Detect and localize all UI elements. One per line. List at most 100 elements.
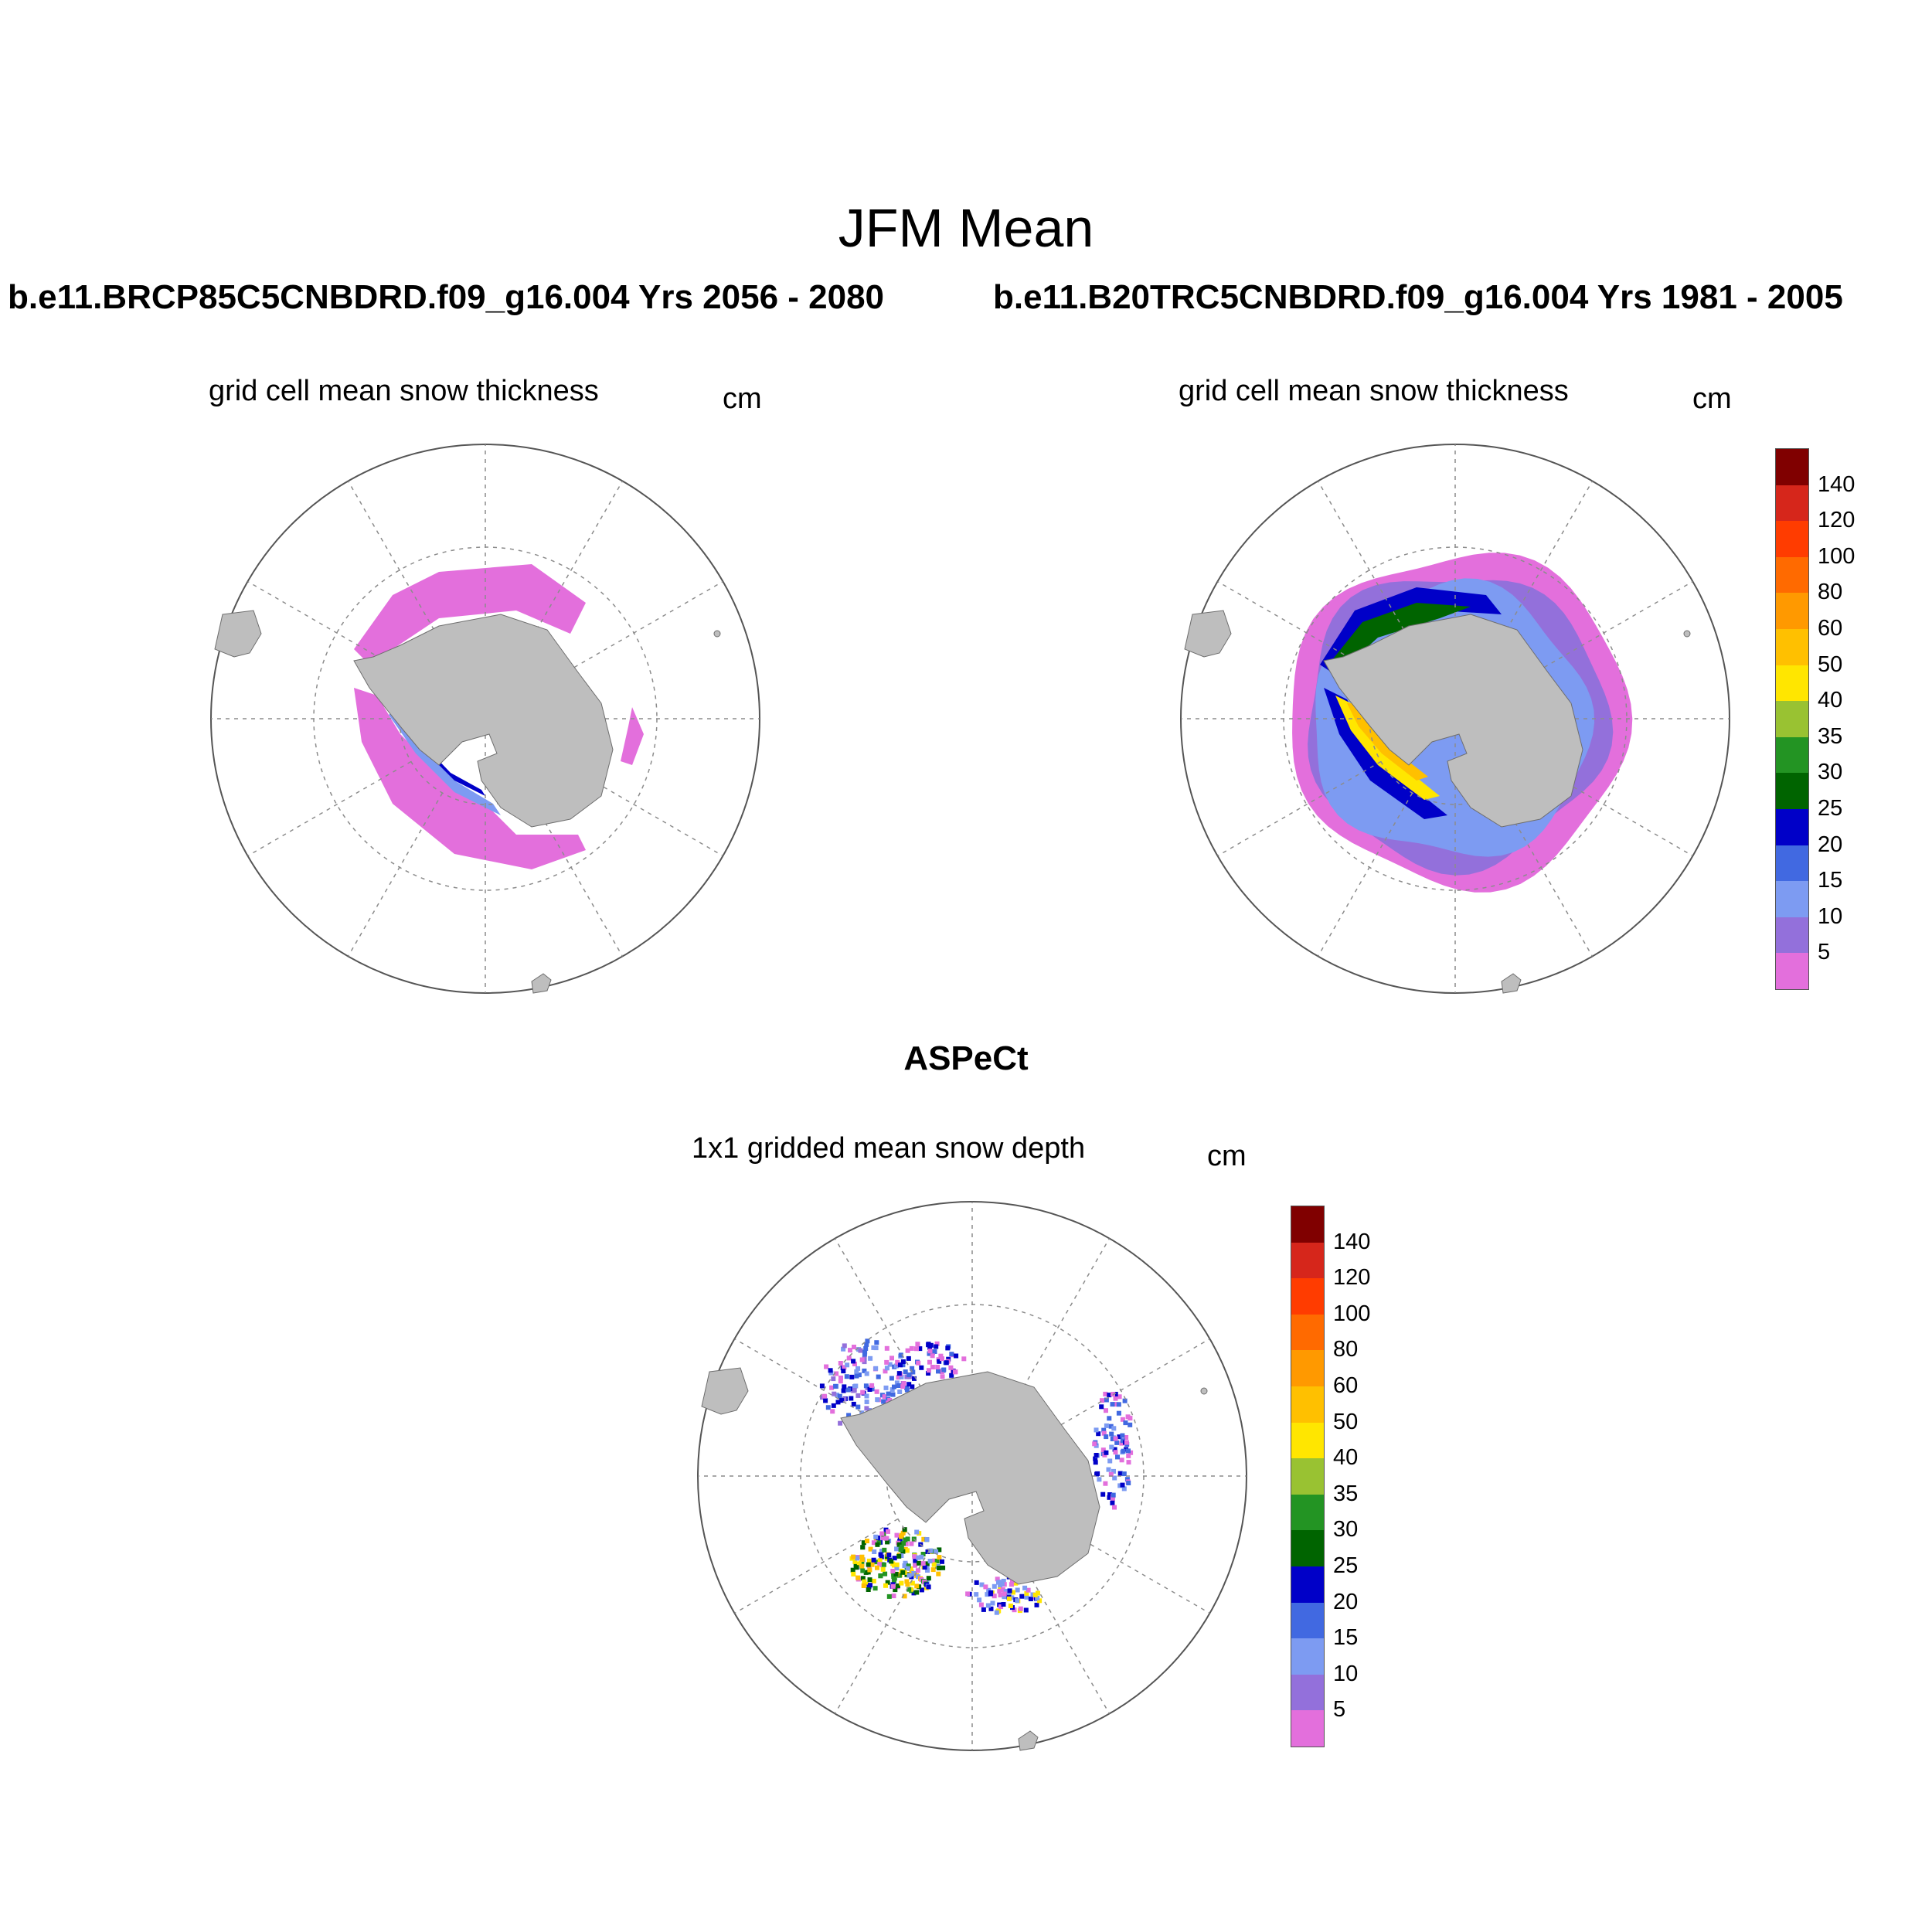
obs-cell (889, 1387, 895, 1393)
obs-cell (1126, 1481, 1131, 1485)
obs-cell (910, 1366, 915, 1371)
obs-cell (890, 1569, 896, 1573)
antarctica-landmass (840, 1371, 1100, 1585)
obs-cell (872, 1586, 878, 1591)
obs-cell (854, 1565, 859, 1570)
obs-cell (883, 1536, 889, 1541)
antarctica-landmass (1323, 614, 1583, 828)
colorbar-swatch (1291, 1314, 1324, 1351)
obs-cell (1000, 1587, 1005, 1592)
obs-cell (831, 1403, 836, 1408)
colorbar-label: 100 (1818, 543, 1855, 569)
colorbar-swatch (1776, 953, 1808, 989)
obs-cell (860, 1576, 866, 1581)
obs-cell (889, 1355, 894, 1361)
meridian-line (347, 792, 444, 957)
obs-cell (845, 1362, 850, 1368)
obs-cell (829, 1385, 835, 1390)
obs-cell (825, 1405, 831, 1410)
obs-cell (842, 1343, 847, 1349)
obs-cell (903, 1537, 908, 1543)
obs-cell (905, 1582, 910, 1587)
obs-cell (1107, 1393, 1112, 1398)
obs-cell (1100, 1447, 1106, 1453)
colorbar-top (1775, 448, 1809, 990)
obs-cell (841, 1369, 846, 1374)
new-zealand-island (1501, 973, 1522, 994)
obs-cell (852, 1388, 857, 1393)
obs-cell (940, 1559, 944, 1564)
obs-cell (940, 1565, 946, 1570)
obs-cell (1093, 1460, 1098, 1465)
obs-cell (911, 1570, 917, 1576)
obs-cell (905, 1566, 910, 1571)
obs-cell (904, 1387, 910, 1393)
colorbar-swatch (1291, 1602, 1324, 1639)
obs-cell (886, 1553, 892, 1558)
obs-cell (931, 1549, 937, 1554)
obs-cell (873, 1534, 879, 1539)
obs-cell (1007, 1588, 1012, 1594)
colorbar-swatch (1776, 845, 1808, 882)
obs-cell (978, 1602, 984, 1607)
obs-cell (1107, 1492, 1113, 1497)
obs-cell (863, 1383, 869, 1389)
obs-cell (934, 1549, 939, 1554)
obs-cell (1110, 1402, 1115, 1407)
obs-cell (903, 1369, 908, 1375)
obs-cell (1109, 1431, 1114, 1437)
obs-cell (886, 1529, 890, 1534)
obs-cell (927, 1559, 933, 1563)
obs-cell (1002, 1591, 1007, 1597)
obs-cell (866, 1558, 872, 1563)
obs-cell (948, 1365, 954, 1370)
obs-cell (849, 1396, 854, 1401)
colorbar-label: 50 (1333, 1409, 1359, 1434)
panel-future-units: cm (723, 383, 762, 415)
obs-cell (934, 1344, 939, 1349)
obs-cell (945, 1345, 951, 1351)
obs-cell (1112, 1475, 1117, 1481)
obs-cell (1006, 1596, 1012, 1601)
obs-cell (985, 1603, 991, 1608)
obs-cell (940, 1356, 944, 1362)
obs-cell (882, 1547, 887, 1553)
obs-cell (926, 1584, 931, 1590)
obs-cell (1120, 1417, 1125, 1422)
obs-cell (868, 1546, 873, 1552)
obs-cell (949, 1352, 954, 1357)
obs-cell (1100, 1398, 1104, 1403)
obs-cell (1126, 1448, 1131, 1454)
meridian-line (834, 1549, 930, 1714)
obs-cell (871, 1540, 876, 1546)
obs-cell (920, 1561, 926, 1566)
obs-cell (961, 1356, 967, 1362)
colorbar-swatch (1776, 485, 1808, 522)
obs-cell (917, 1560, 922, 1566)
obs-cell (852, 1345, 856, 1349)
obs-cell (883, 1583, 888, 1588)
obs-cell (1103, 1481, 1108, 1486)
obs-cell (1097, 1477, 1102, 1482)
obs-cell (1009, 1595, 1015, 1600)
obs-cell (892, 1563, 897, 1568)
colorbar-label: 30 (1333, 1517, 1359, 1543)
obs-cell (1123, 1420, 1128, 1426)
obs-cell (1013, 1580, 1019, 1586)
obs-cell (900, 1570, 906, 1575)
obs-cell (1037, 1598, 1043, 1604)
colorbar-swatch (1291, 1458, 1324, 1495)
colorbar-swatch (1291, 1386, 1324, 1423)
obs-cell (855, 1556, 860, 1561)
obs-cell (937, 1555, 942, 1560)
obs-cell (893, 1571, 899, 1577)
obs-cell (946, 1356, 951, 1362)
obs-cell (983, 1584, 988, 1590)
obs-cell (860, 1545, 866, 1550)
obs-cell (936, 1369, 940, 1374)
meridian-line (1529, 580, 1693, 677)
obs-cell (906, 1382, 912, 1387)
obs-cell (927, 1351, 932, 1356)
obs-cell (1126, 1453, 1131, 1458)
obs-cell (996, 1580, 1001, 1585)
